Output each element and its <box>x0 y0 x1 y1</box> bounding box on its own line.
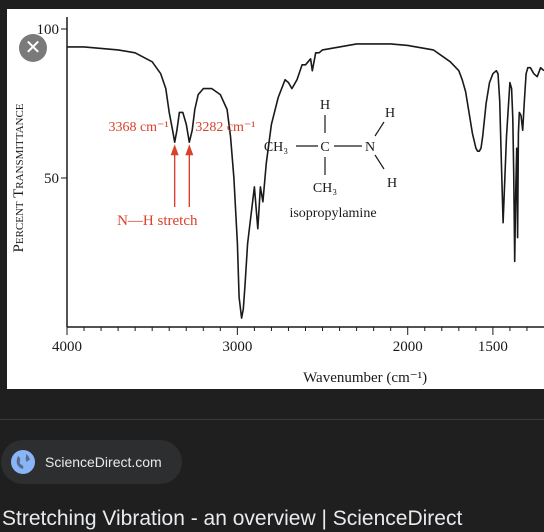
source-label: ScienceDirect.com <box>45 454 162 470</box>
struct-h-top: H <box>320 98 330 113</box>
x-tick-label: 2000 <box>393 339 423 355</box>
ir-spectrum-chart: 4000 3000 2000 1500 100 50 Wavenumber (cm⁻¹) Pe… <box>11 17 544 386</box>
result-title[interactable]: Stretching Vibration - an overview | Sci… <box>2 507 463 530</box>
globe-icon <box>11 450 35 474</box>
struct-h-n-top: H <box>385 106 395 121</box>
top-strip <box>0 0 544 9</box>
peak-label-3282: 3282 cm⁻¹ <box>195 120 255 135</box>
nh-arrowhead <box>170 144 179 156</box>
ir-spectrum-figure[interactable]: 4000 3000 2000 1500 100 50 Wavenumber (cm⁻¹) Pe… <box>7 9 544 389</box>
y-tick-label: 100 <box>37 22 60 38</box>
x-tick-label: 3000 <box>222 339 252 355</box>
y-axis-title: Percent Transmittance <box>11 103 27 252</box>
x-axis-title: Wavenumber (cm⁻¹) <box>303 370 427 386</box>
x-tick-label: 1500 <box>478 339 508 355</box>
struct-n: N <box>365 140 375 155</box>
nh-stretch-label: N—H stretch <box>117 213 198 229</box>
x-tick-label: 4000 <box>52 339 82 355</box>
struct-name: isopropylamine <box>289 206 376 221</box>
struct-h-n-bottom: H <box>387 176 397 191</box>
nh-arrowhead <box>185 144 194 156</box>
spectrum-line <box>67 43 544 319</box>
peak-label-3368: 3368 cm⁻¹ <box>108 120 168 135</box>
struct-bond <box>374 154 385 170</box>
close-icon[interactable]: ✕ <box>19 34 47 62</box>
y-tick-label: 50 <box>44 171 59 187</box>
struct-bond <box>374 121 385 137</box>
struct-c: C <box>320 140 329 155</box>
struct-ch3-left: CH₃ <box>264 140 288 155</box>
divider <box>0 419 544 420</box>
source-chip[interactable]: ScienceDirect.com <box>1 440 182 484</box>
struct-ch3-bottom: CH₃ <box>313 181 337 196</box>
